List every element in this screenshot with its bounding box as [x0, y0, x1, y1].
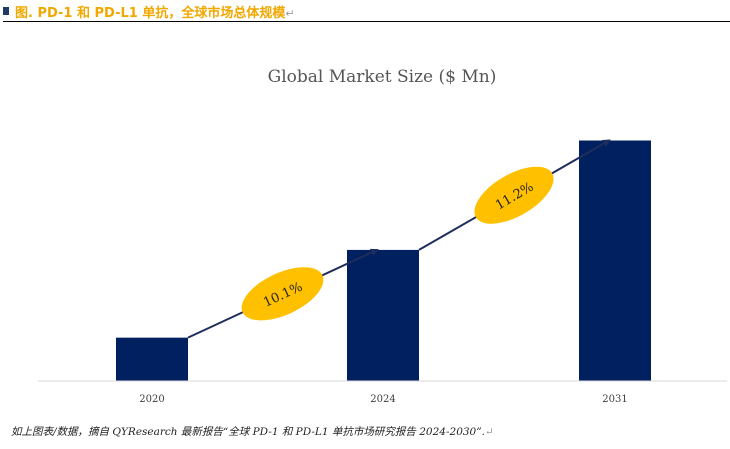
growth-badge-1: 10.1%: [241, 267, 324, 321]
figure-title: 图. PD-1 和 PD-L1 单抗，全球市场总体规模↵: [15, 2, 295, 21]
source-caption: 如上图表/数据，摘自 QYResearch 最新报告“全球 PD-1 和 PD-…: [11, 424, 494, 439]
bar-2024: [347, 249, 419, 381]
bar-2031: [579, 140, 651, 381]
bars-group: [116, 140, 651, 381]
growth-annotations: 10.1% 11.2%: [187, 139, 611, 339]
figure-header: 图. PD-1 和 PD-L1 单抗，全球市场总体规模↵: [3, 1, 730, 22]
chart-title: Global Market Size ($ Mn): [268, 67, 497, 87]
paragraph-mark: ↵: [285, 7, 295, 20]
x-tick-2031: 2031: [602, 394, 627, 405]
growth-badge-2: 11.2%: [474, 166, 554, 224]
x-tick-2020: 2020: [139, 394, 164, 405]
x-tick-labels: 2020 2024 2031: [139, 394, 627, 405]
x-tick-2024: 2024: [370, 394, 395, 405]
growth-badge-shape-2: [474, 166, 554, 224]
caption-paragraph-mark: ↵: [484, 426, 494, 438]
growth-badge-shape-1: [241, 267, 324, 321]
bar-2020: [116, 337, 188, 381]
figure-title-text: 图. PD-1 和 PD-L1 单抗，全球市场总体规模: [15, 6, 286, 21]
header-marker: [3, 7, 9, 15]
market-size-chart: Global Market Size ($ Mn) 2020 2024 2031 1…: [38, 67, 727, 405]
source-caption-text: 如上图表/数据，摘自 QYResearch 最新报告“全球 PD-1 和 PD-…: [11, 426, 485, 438]
